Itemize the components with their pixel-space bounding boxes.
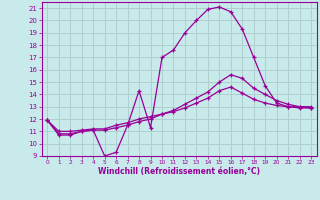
X-axis label: Windchill (Refroidissement éolien,°C): Windchill (Refroidissement éolien,°C) [98, 167, 260, 176]
